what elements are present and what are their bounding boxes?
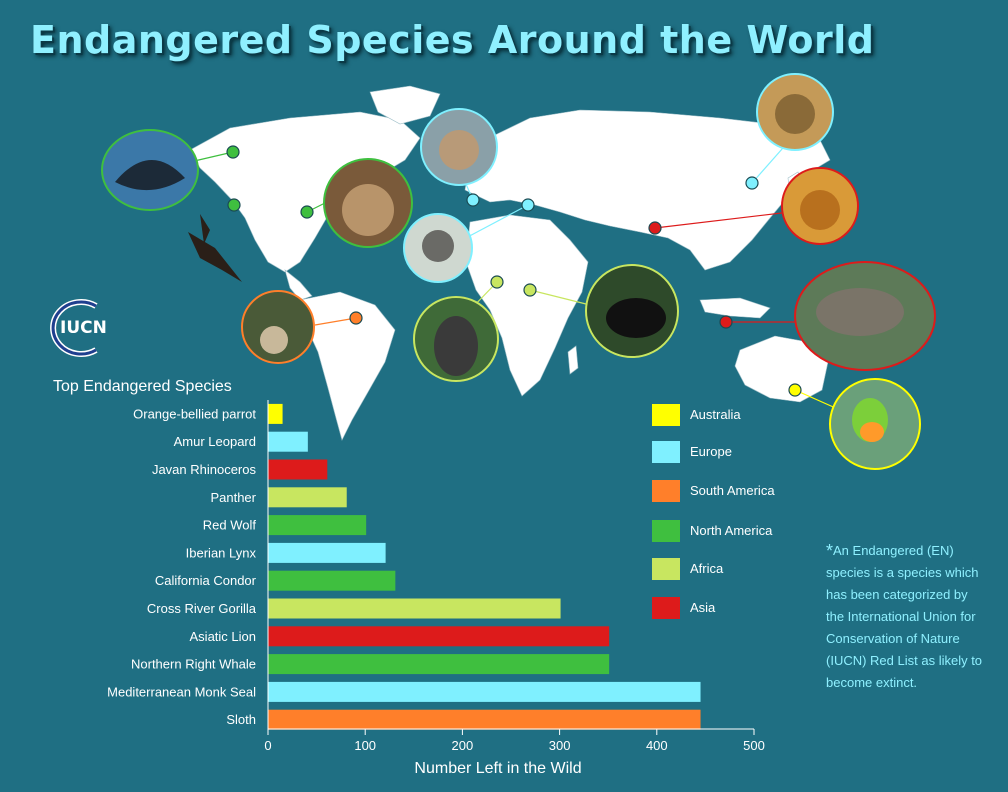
bar-amur-leopard (268, 431, 308, 452)
marker-asiatic-lion (648, 221, 662, 235)
category-label-california-condor: California Condor (155, 573, 257, 588)
animal-photos (101, 73, 936, 470)
legend-swatch-north-america (652, 520, 680, 542)
x-tick-label-200: 200 (452, 738, 474, 753)
land-africa (465, 214, 589, 397)
x-tick-label-0: 0 (264, 738, 271, 753)
land-indonesia (699, 297, 771, 319)
bars (268, 403, 701, 730)
marker-amur-leopard (745, 176, 759, 190)
bar-orange-bellied-parrot (268, 403, 283, 424)
species-markers (189, 139, 841, 411)
bar-iberian-lynx (268, 542, 386, 563)
land-australia (734, 335, 829, 403)
category-label-orange-bellied-parrot: Orange-bellied parrot (133, 406, 256, 421)
marker-monk-seal (521, 198, 535, 212)
legend-swatch-south-america (652, 480, 680, 502)
x-tick-label-400: 400 (646, 738, 668, 753)
marker-javan-rhinoceros (719, 315, 733, 329)
x-axis-label: Number Left in the Wild (414, 760, 581, 777)
land-masses (189, 85, 831, 441)
marker-panther (523, 283, 537, 297)
legend-swatch-europe (652, 441, 680, 463)
category-label-amur-leopard: Amur Leopard (174, 434, 256, 449)
legend-swatch-australia (652, 404, 680, 426)
marker-cross-river-gorilla (490, 275, 504, 289)
footnote-text: An Endangered (EN) species is a species … (826, 543, 983, 690)
category-label-panther: Panther (210, 490, 256, 505)
x-tick-label-300: 300 (549, 738, 571, 753)
category-labels: Orange-bellied parrot Amur Leopard Javan R… (107, 406, 257, 727)
bar-cross-river-gorilla (268, 598, 561, 619)
marker-iberian-lynx (466, 193, 480, 207)
bar-california-condor (268, 570, 396, 591)
iucn-logo-text: IUCN (60, 318, 107, 338)
page-title: Endangered Species Around the World (30, 18, 875, 62)
category-label-mediterranean-monk-seal: Mediterranean Monk Seal (107, 684, 256, 699)
category-label-cross-river-gorilla: Cross River Gorilla (147, 601, 257, 616)
legend-swatch-africa (652, 558, 680, 580)
bar-red-wolf (268, 515, 367, 536)
bar-sloth (268, 709, 701, 730)
legend-swatch-asia (652, 597, 680, 619)
marker-orange-bellied-parrot (788, 383, 802, 397)
land-south-america (299, 291, 396, 441)
legend-label-south-america: South America (690, 483, 775, 498)
bar-asiatic-lion (268, 626, 610, 647)
chart-title: Top Endangered Species (53, 378, 232, 395)
footnote-star: * (826, 541, 834, 561)
marker-red-wolf (300, 205, 314, 219)
bar-northern-right-whale (268, 654, 610, 675)
marker-northern-right-whale (226, 145, 240, 159)
category-label-asiatic-lion: Asiatic Lion (190, 629, 256, 644)
legend-label-asia: Asia (690, 600, 716, 615)
land-greenland (369, 85, 441, 125)
category-label-iberian-lynx: Iberian Lynx (186, 545, 257, 560)
bar-mediterranean-monk-seal (268, 681, 701, 702)
iucn-logo-icon (50, 299, 98, 357)
marker-california-condor (227, 198, 241, 212)
marker-sloth (349, 311, 363, 325)
category-label-red-wolf: Red Wolf (203, 518, 257, 533)
legend-label-europe: Europe (690, 444, 732, 459)
footnote: *An Endangered (EN) species is a species… (826, 540, 986, 694)
legend-label-africa: Africa (690, 561, 724, 576)
legend-label-north-america: North America (690, 523, 773, 538)
x-tick-label-100: 100 (354, 738, 376, 753)
land-madagascar (567, 345, 579, 375)
category-label-javan-rhinoceros: Javan Rhinoceros (152, 462, 257, 477)
x-tick-label-500: 500 (743, 738, 765, 753)
photo-condor (188, 214, 242, 282)
legend-label-australia: Australia (690, 407, 741, 422)
land-central-america (284, 269, 313, 301)
x-ticks: 0 100 200 300 400 500 (264, 729, 765, 753)
land-eurasia (464, 109, 831, 271)
bar-javan-rhinoceros (268, 459, 328, 480)
bar-panther (268, 487, 347, 508)
category-label-sloth: Sloth (226, 712, 256, 727)
category-label-northern-right-whale: Northern Right Whale (131, 657, 256, 672)
